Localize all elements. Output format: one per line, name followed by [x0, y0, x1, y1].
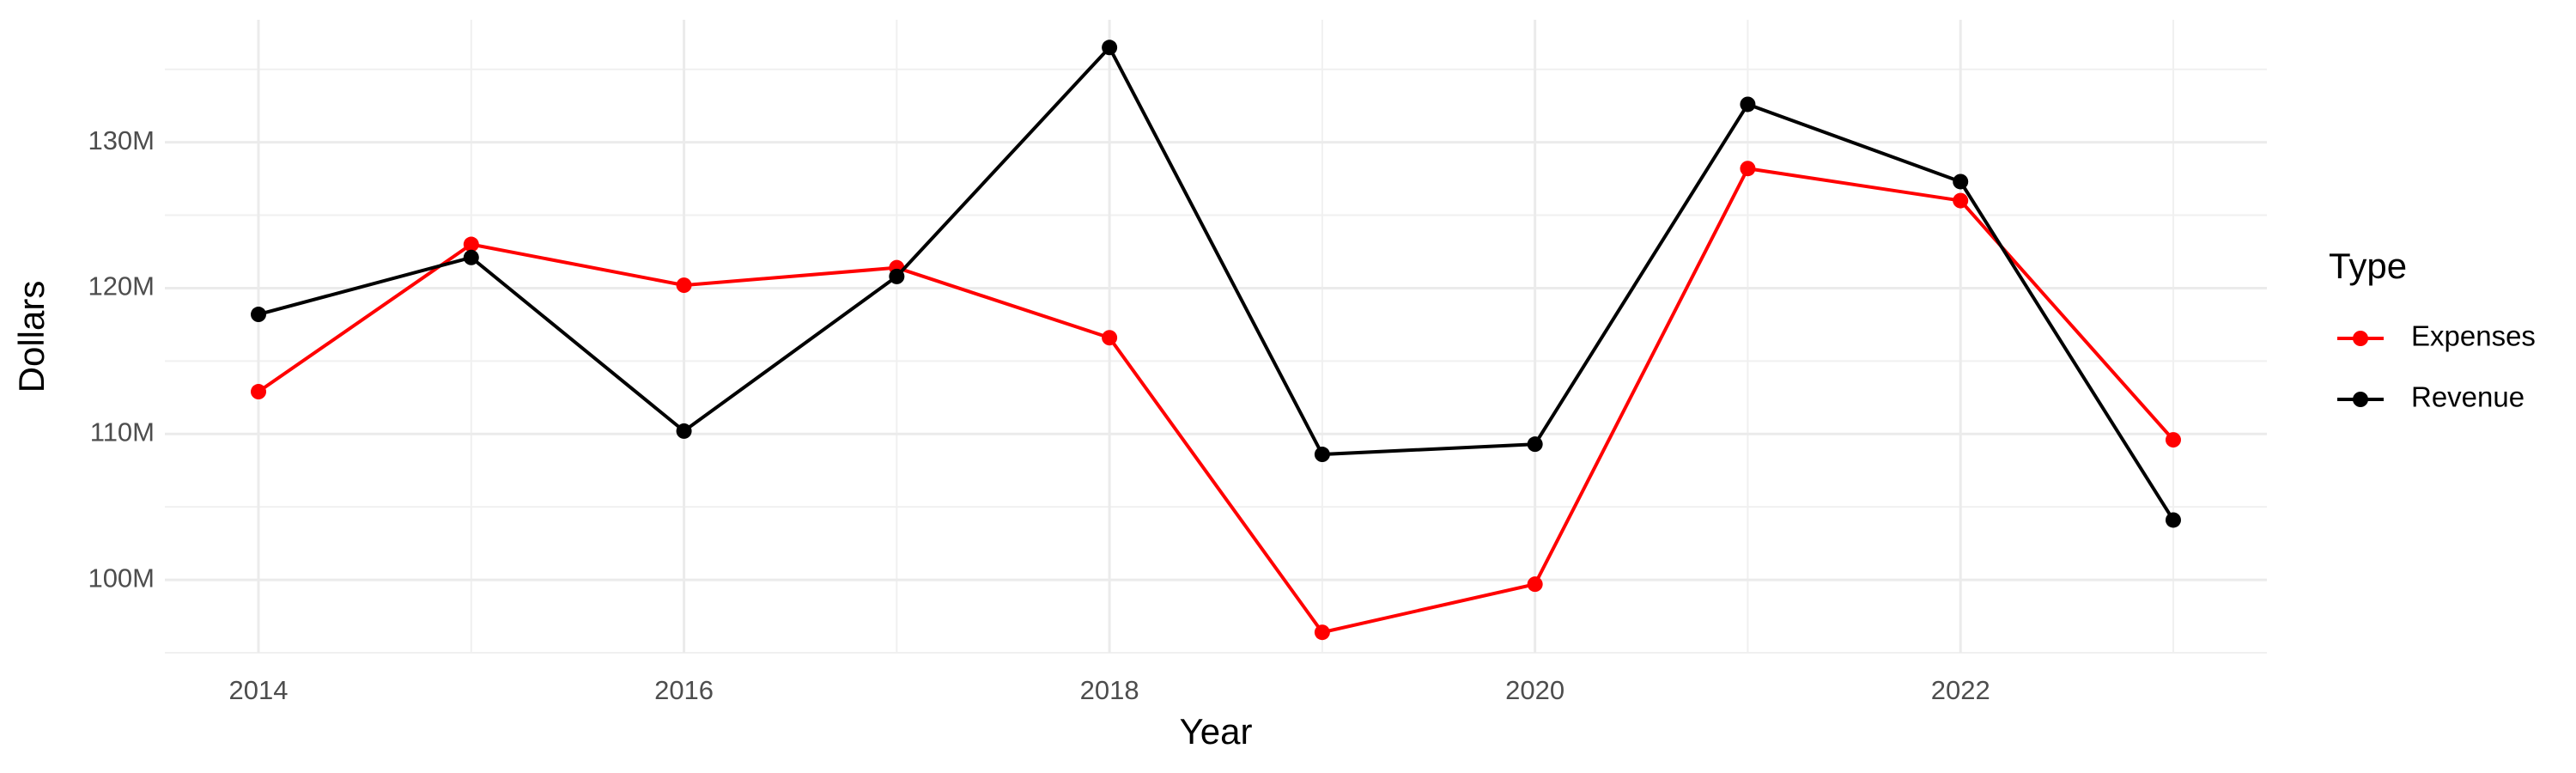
data-point: [463, 236, 479, 253]
data-point: [463, 249, 479, 265]
data-point: [1314, 447, 1330, 463]
y-tick-label: 100M: [88, 563, 155, 593]
data-point: [1527, 576, 1543, 593]
data-point: [676, 277, 692, 294]
series-line: [257, 167, 2175, 635]
y-tick-label: 120M: [88, 271, 155, 301]
legend-marker: [2353, 331, 2368, 346]
series-line: [258, 44, 2175, 521]
legend-label: Expenses: [2411, 320, 2536, 352]
data-point: [1527, 436, 1543, 453]
data-point: [1740, 96, 1756, 113]
data-point: [1953, 192, 1969, 209]
x-tick-label: 2022: [1931, 675, 1990, 705]
legend-title: Type: [2329, 246, 2407, 286]
legend-label: Revenue: [2411, 381, 2524, 413]
data-point: [1102, 40, 1118, 56]
x-tick-label: 2014: [229, 675, 289, 705]
x-tick-label: 2020: [1505, 675, 1564, 705]
data-point: [251, 307, 267, 323]
data-point: [2165, 432, 2181, 448]
data-point: [1740, 161, 1756, 177]
data-point: [2165, 512, 2181, 528]
data-point: [1953, 173, 1969, 190]
data-point: [251, 384, 267, 400]
data-point: [1102, 330, 1118, 346]
x-axis-title: Year: [1180, 711, 1253, 752]
data-point: [676, 423, 692, 439]
x-tick-label: 2016: [654, 675, 714, 705]
x-tick-label: 2018: [1080, 675, 1139, 705]
y-tick-label: 110M: [90, 417, 155, 447]
y-axis-title: Dollars: [11, 281, 52, 393]
y-tick-label: 130M: [88, 125, 155, 155]
data-point: [1314, 624, 1330, 641]
data-point: [889, 268, 905, 284]
legend-marker: [2353, 392, 2368, 407]
